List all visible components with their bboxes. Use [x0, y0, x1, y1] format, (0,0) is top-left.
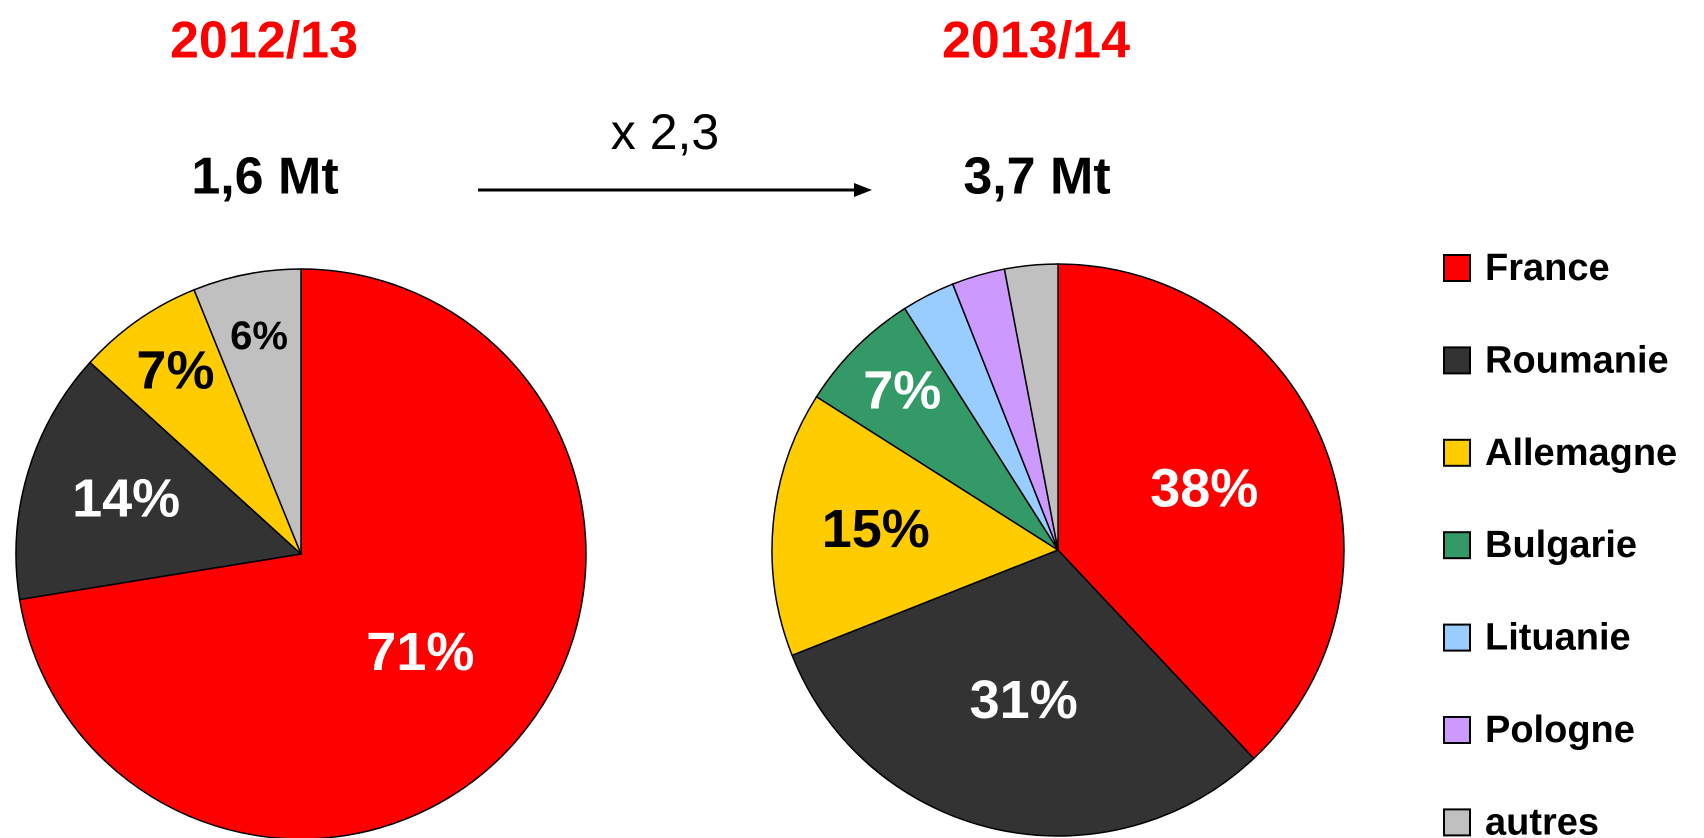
legend-swatch [1443, 808, 1471, 837]
data-label: 14% [72, 468, 180, 528]
legend-label: autres [1485, 801, 1599, 838]
pie-slice [193, 268, 302, 555]
annotation: x 2,3 [611, 104, 719, 160]
data-label: 38% [1150, 458, 1258, 518]
pie-slice [88, 288, 302, 555]
legend-swatch [1443, 438, 1471, 467]
legend-label: Allemagne [1485, 432, 1677, 474]
pie-slice [815, 307, 1059, 551]
chart-title: 2012/13 [170, 12, 358, 70]
arrow-head [854, 183, 872, 197]
legend-label: Bulgarie [1485, 524, 1637, 566]
data-label: 71% [366, 622, 474, 682]
legend-swatch [1443, 531, 1471, 560]
pie-slice [771, 395, 1060, 657]
data-label: 6% [230, 314, 288, 358]
pie-slice [15, 361, 303, 601]
chart-title: 2013/14 [942, 12, 1130, 70]
data-label: 7% [136, 340, 214, 400]
data-label: 31% [970, 670, 1078, 730]
data-label: 7% [863, 361, 941, 421]
legend-swatch [1443, 254, 1471, 282]
pie-slice [1057, 263, 1345, 760]
chart-subtitle: 1,6 Mt [191, 148, 338, 206]
legend-label: Roumanie [1485, 339, 1669, 381]
legend-label: Pologne [1485, 709, 1635, 751]
legend-label: France [1485, 247, 1610, 289]
pie-slice [791, 549, 1255, 837]
chart-subtitle: 3,7 Mt [963, 148, 1110, 206]
legend-label: Lituanie [1485, 617, 1631, 659]
data-label: 15% [822, 499, 930, 559]
pie-slice [18, 268, 587, 838]
legend-swatch [1443, 716, 1471, 744]
legend-swatch [1443, 623, 1471, 652]
pie-slice [1003, 263, 1059, 551]
legend-swatch [1443, 346, 1471, 375]
